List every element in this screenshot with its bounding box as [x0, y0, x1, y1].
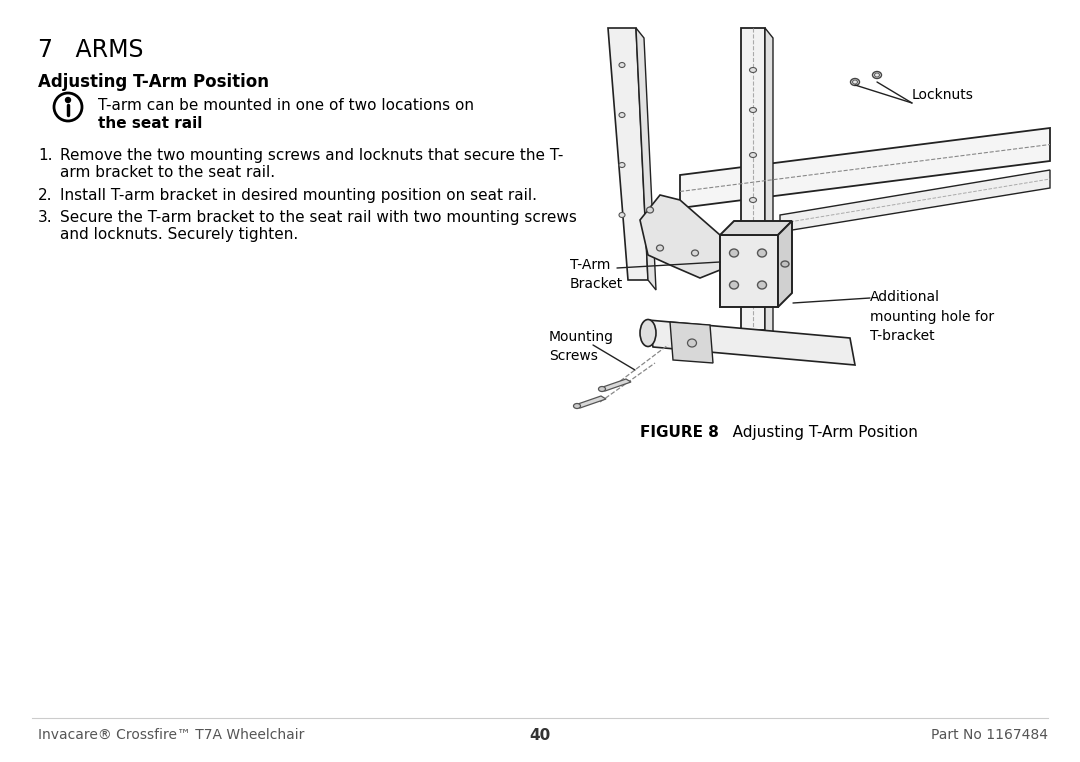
Polygon shape: [575, 396, 606, 408]
Polygon shape: [780, 170, 1050, 232]
Ellipse shape: [640, 319, 656, 347]
Circle shape: [66, 98, 70, 103]
Text: Adjusting T-Arm Position: Adjusting T-Arm Position: [38, 73, 269, 91]
Text: Mounting
Screws: Mounting Screws: [549, 330, 615, 363]
Text: T-arm can be mounted in one of two locations on: T-arm can be mounted in one of two locat…: [98, 98, 474, 113]
Text: T-Arm
Bracket: T-Arm Bracket: [570, 258, 623, 292]
Polygon shape: [636, 28, 656, 290]
Polygon shape: [640, 195, 720, 278]
Polygon shape: [765, 28, 773, 340]
Text: Adjusting T-Arm Position: Adjusting T-Arm Position: [718, 425, 918, 440]
Ellipse shape: [573, 404, 581, 408]
Text: 1.: 1.: [38, 148, 53, 163]
Polygon shape: [720, 221, 792, 235]
Ellipse shape: [873, 72, 881, 78]
Polygon shape: [670, 322, 713, 363]
Ellipse shape: [598, 386, 606, 392]
Ellipse shape: [757, 281, 767, 289]
Polygon shape: [600, 379, 631, 391]
Text: 40: 40: [529, 728, 551, 743]
Polygon shape: [720, 235, 778, 307]
Text: Invacare® Crossfire™ T7A Wheelchair: Invacare® Crossfire™ T7A Wheelchair: [38, 728, 305, 742]
Text: 7   ARMS: 7 ARMS: [38, 38, 144, 62]
Ellipse shape: [750, 242, 756, 248]
Text: Part No 1167484: Part No 1167484: [931, 728, 1048, 742]
Ellipse shape: [750, 197, 756, 203]
Text: 3.: 3.: [38, 210, 53, 225]
Text: the seat rail: the seat rail: [98, 116, 202, 131]
Ellipse shape: [619, 213, 625, 217]
Polygon shape: [648, 320, 855, 365]
Ellipse shape: [757, 249, 767, 257]
Ellipse shape: [619, 113, 625, 117]
Text: Secure the T-arm bracket to the seat rail with two mounting screws: Secure the T-arm bracket to the seat rai…: [60, 210, 577, 225]
Polygon shape: [680, 128, 1050, 208]
Polygon shape: [741, 28, 765, 330]
Text: Locknuts: Locknuts: [912, 88, 974, 102]
Ellipse shape: [750, 107, 756, 113]
Ellipse shape: [729, 249, 739, 257]
Ellipse shape: [851, 78, 860, 85]
Ellipse shape: [688, 339, 697, 347]
Ellipse shape: [647, 207, 653, 213]
Text: 2.: 2.: [38, 188, 53, 203]
Text: and locknuts. Securely tighten.: and locknuts. Securely tighten.: [60, 227, 298, 242]
Ellipse shape: [657, 245, 663, 251]
Text: Remove the two mounting screws and locknuts that secure the T-: Remove the two mounting screws and lockn…: [60, 148, 564, 163]
Ellipse shape: [781, 261, 789, 267]
Text: Install T-arm bracket in desired mounting position on seat rail.: Install T-arm bracket in desired mountin…: [60, 188, 537, 203]
Polygon shape: [608, 28, 648, 280]
Ellipse shape: [691, 250, 699, 256]
Ellipse shape: [729, 281, 739, 289]
Text: Additional
mounting hole for
T-bracket: Additional mounting hole for T-bracket: [870, 290, 994, 343]
Ellipse shape: [750, 152, 756, 158]
Text: arm bracket to the seat rail.: arm bracket to the seat rail.: [60, 165, 275, 180]
Ellipse shape: [619, 62, 625, 68]
Polygon shape: [778, 221, 792, 307]
Ellipse shape: [750, 68, 756, 72]
Ellipse shape: [619, 162, 625, 168]
Text: FIGURE 8: FIGURE 8: [640, 425, 719, 440]
